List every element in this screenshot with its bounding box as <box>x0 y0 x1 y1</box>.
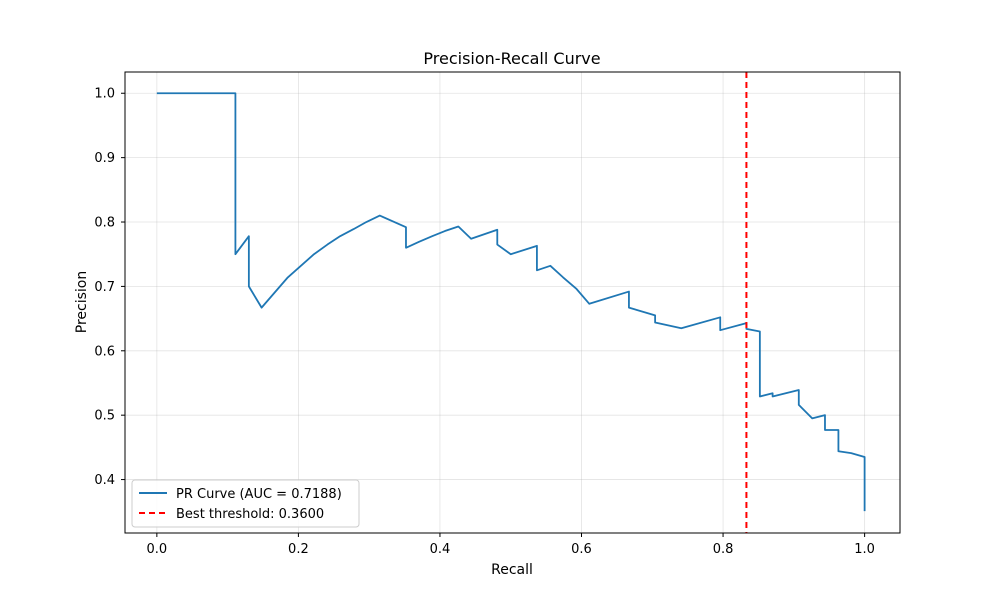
y-tick-label: 0.4 <box>94 473 115 488</box>
x-tick-label: 0.0 <box>147 542 168 557</box>
y-tick-label: 0.9 <box>94 151 115 166</box>
y-tick-label: 0.7 <box>94 280 115 295</box>
axis-ticks: 0.0 0.2 0.4 0.6 0.8 1.0 0.4 0.5 0.6 0.7 0.8 0.9 1.0 <box>94 87 875 557</box>
y-tick-label: 0.6 <box>94 344 115 359</box>
legend-box <box>131 479 360 528</box>
x-axis-label: Recall <box>491 562 533 578</box>
y-tick-label: 0.5 <box>94 409 115 424</box>
x-tick-label: 0.2 <box>288 542 309 557</box>
legend-label-pr-curve: PR Curve (AUC = 0.7188) <box>176 487 342 502</box>
pr-curve-line <box>156 92 866 512</box>
grid-lines <box>125 72 900 533</box>
y-tick-label: 0.8 <box>94 216 115 231</box>
legend-label-threshold: Best threshold: 0.3600 <box>176 507 324 522</box>
x-tick-label: 0.4 <box>430 542 451 557</box>
x-tick-label: 0.6 <box>571 542 592 557</box>
chart-title: Precision-Recall Curve <box>423 49 600 68</box>
y-axis-label: Precision <box>74 271 90 333</box>
legend: PR Curve (AUC = 0.7188) Best threshold: … <box>131 479 360 528</box>
y-tick-label: 1.0 <box>94 87 115 102</box>
x-tick-label: 0.8 <box>713 542 734 557</box>
x-tick-label: 1.0 <box>854 542 875 557</box>
plot-frame <box>124 71 901 534</box>
series-layer <box>156 72 866 533</box>
